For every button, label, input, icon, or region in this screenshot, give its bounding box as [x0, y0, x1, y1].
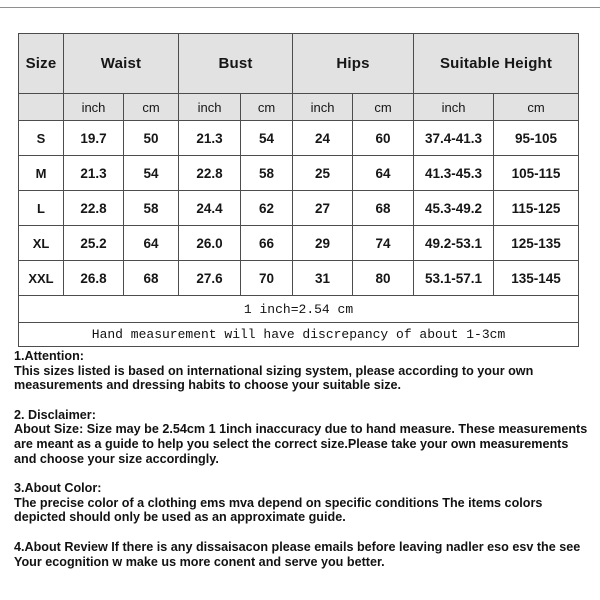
size-value-cell: 22.8: [178, 155, 242, 191]
size-value-cell: 60: [352, 120, 415, 156]
header-hips: Hips: [292, 33, 415, 94]
size-value-cell: 58: [240, 155, 294, 191]
size-value-cell: 64: [352, 155, 415, 191]
header-bust: Bust: [178, 33, 294, 94]
size-value-cell: 45.3-49.2: [413, 190, 495, 226]
size-value-cell: 29: [292, 225, 354, 261]
size-value-cell: 135-145: [493, 260, 580, 296]
row-size-label: XL: [18, 225, 64, 261]
note-heading: 3.About Color:: [14, 481, 102, 496]
header-waist: Waist: [62, 33, 180, 94]
size-value-cell: 70: [240, 260, 294, 296]
note-about-review: 4.About Review If there is any dissaisac…: [14, 540, 592, 569]
size-value-cell: 26.8: [63, 260, 124, 296]
size-value-cell: 26.0: [178, 225, 242, 261]
unit-header-row: inch cm inch cm inch cm inch cm: [18, 93, 580, 121]
unit-header: inch: [413, 93, 495, 121]
size-value-cell: 125-135: [493, 225, 580, 261]
size-value-cell: 24.4: [178, 190, 242, 226]
size-value-cell: 54: [122, 155, 180, 191]
size-value-cell: 27: [292, 190, 354, 226]
unit-header-blank: [18, 93, 64, 121]
row-size-label: M: [18, 155, 64, 191]
size-value-cell: 25: [292, 155, 354, 191]
unit-header: inch: [63, 93, 124, 121]
note-body: About Size: Size may be 2.54cm 1 1inch i…: [14, 422, 588, 466]
top-divider: [0, 7, 600, 8]
size-value-cell: 115-125: [493, 190, 580, 226]
note-disclaimer: 2. Disclaimer: About Size: Size may be 2…: [14, 408, 592, 466]
conversion-note: 1 inch=2.54 cm: [17, 295, 580, 323]
size-value-cell: 21.3: [178, 120, 242, 156]
measurement-note-row: Hand measurement will have discrepancy o…: [17, 322, 580, 347]
table-row-m: M 21.3 54 22.8 58 25 64 41.3-45.3 105-11…: [18, 155, 580, 191]
size-value-cell: 24: [292, 120, 354, 156]
size-value-cell: 41.3-45.3: [413, 155, 495, 191]
unit-header: cm: [352, 93, 415, 121]
note-about-color: 3.About Color: The precise color of a cl…: [14, 481, 592, 525]
size-value-cell: 31: [292, 260, 354, 296]
size-value-cell: 37.4-41.3: [413, 120, 495, 156]
size-value-cell: 62: [240, 190, 294, 226]
size-value-cell: 66: [240, 225, 294, 261]
size-value-cell: 68: [352, 190, 415, 226]
header-suitable-height: Suitable Height: [413, 33, 580, 94]
size-value-cell: 53.1-57.1: [413, 260, 495, 296]
note-body: 4.About Review If there is any dissaisac…: [14, 539, 581, 569]
conversion-note-row: 1 inch=2.54 cm: [17, 295, 580, 323]
size-value-cell: 58: [122, 190, 180, 226]
size-value-cell: 54: [240, 120, 294, 156]
header-size: Size: [18, 33, 64, 94]
size-chart-table: Size Waist Bust Hips Suitable Height inc…: [17, 33, 580, 347]
row-size-label: XXL: [18, 260, 64, 296]
unit-header: inch: [292, 93, 354, 121]
size-value-cell: 21.3: [63, 155, 124, 191]
header-group-row: Size Waist Bust Hips Suitable Height: [18, 33, 580, 94]
size-value-cell: 50: [122, 120, 180, 156]
unit-header: inch: [178, 93, 242, 121]
size-value-cell: 80: [352, 260, 415, 296]
table-row-l: L 22.8 58 24.4 62 27 68 45.3-49.2 115-12…: [18, 190, 580, 226]
size-value-cell: 27.6: [178, 260, 242, 296]
notes-section: 1.Attention: This sizes listed is based …: [14, 349, 592, 584]
size-value-cell: 25.2: [63, 225, 124, 261]
table-row-s: S 19.7 50 21.3 54 24 60 37.4-41.3 95-105: [18, 120, 580, 156]
measurement-note: Hand measurement will have discrepancy o…: [17, 322, 580, 347]
size-value-cell: 19.7: [63, 120, 124, 156]
unit-header: cm: [240, 93, 294, 121]
note-heading: 2. Disclaimer:: [14, 407, 96, 422]
size-value-cell: 105-115: [493, 155, 580, 191]
size-value-cell: 22.8: [63, 190, 124, 226]
unit-header: cm: [122, 93, 180, 121]
size-value-cell: 68: [122, 260, 180, 296]
table-row-xxl: XXL 26.8 68 27.6 70 31 80 53.1-57.1 135-…: [18, 260, 580, 296]
note-body: The precise color of a clothing ems mva …: [14, 495, 543, 525]
size-value-cell: 74: [352, 225, 415, 261]
note-heading: 1.Attention:: [14, 349, 84, 363]
note-attention: 1.Attention: This sizes listed is based …: [14, 349, 592, 393]
size-value-cell: 64: [122, 225, 180, 261]
row-size-label: S: [18, 120, 64, 156]
table-row-xl: XL 25.2 64 26.0 66 29 74 49.2-53.1 125-1…: [18, 225, 580, 261]
note-body: This sizes listed is based on internatio…: [14, 363, 534, 393]
size-value-cell: 49.2-53.1: [413, 225, 495, 261]
row-size-label: L: [18, 190, 64, 226]
unit-header: cm: [493, 93, 580, 121]
size-value-cell: 95-105: [493, 120, 580, 156]
